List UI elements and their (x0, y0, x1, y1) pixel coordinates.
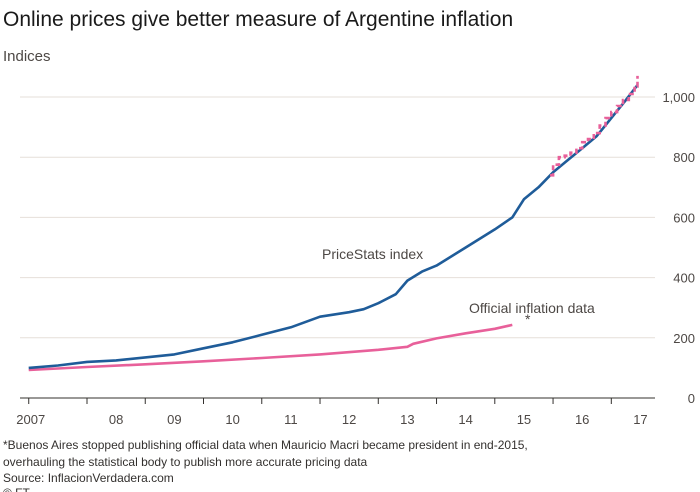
official-inflation-label: Official inflation data (469, 300, 595, 316)
x-tick-label: 10 (225, 412, 239, 427)
x-tick-label: 11 (284, 412, 298, 427)
pricestats-index-line (28, 84, 639, 370)
footnote-asterisk: *Buenos Aires stopped publishing officia… (3, 438, 528, 452)
y-tick-label: 1,000 (662, 90, 695, 105)
y-tick-label: 400 (673, 271, 695, 286)
copyright-note: © FT (3, 486, 30, 492)
x-tick-label: 12 (342, 412, 356, 427)
x-tick-label: 09 (167, 412, 181, 427)
gridlines (20, 96, 655, 339)
y-tick-label: 200 (673, 331, 695, 346)
x-tick-label: 2007 (16, 412, 45, 427)
source-note: Source: InflacionVerdadera.com (3, 471, 174, 485)
x-tick-label: 15 (517, 412, 531, 427)
official-inflation-line (28, 323, 513, 372)
x-tick-label: 14 (458, 412, 472, 427)
y-axis-unit-label: Indices (3, 48, 51, 65)
x-tick-label: 16 (575, 412, 589, 427)
x-tick-label: 17 (633, 412, 647, 427)
official-monthly-step-line (550, 75, 639, 177)
series-lines (28, 75, 639, 372)
pricestats-label: PriceStats index (322, 246, 423, 262)
official-asterisk: * (525, 311, 531, 327)
annotations: PriceStats index Official inflation data* (322, 246, 595, 327)
y-tick-label: 800 (673, 150, 695, 165)
x-tick-label: 13 (400, 412, 414, 427)
x-tick-label: 08 (109, 412, 123, 427)
y-tick-label: 0 (688, 391, 695, 406)
y-tick-label: 600 (673, 210, 695, 225)
chart-title: Online prices give better measure of Arg… (3, 8, 514, 31)
axes: 0 200 400 600 800 1,000 2007 08 09 10 11 12 13 14 15 16… (16, 90, 695, 427)
footnote-continued: overhauling the statistical body to publ… (3, 455, 368, 469)
